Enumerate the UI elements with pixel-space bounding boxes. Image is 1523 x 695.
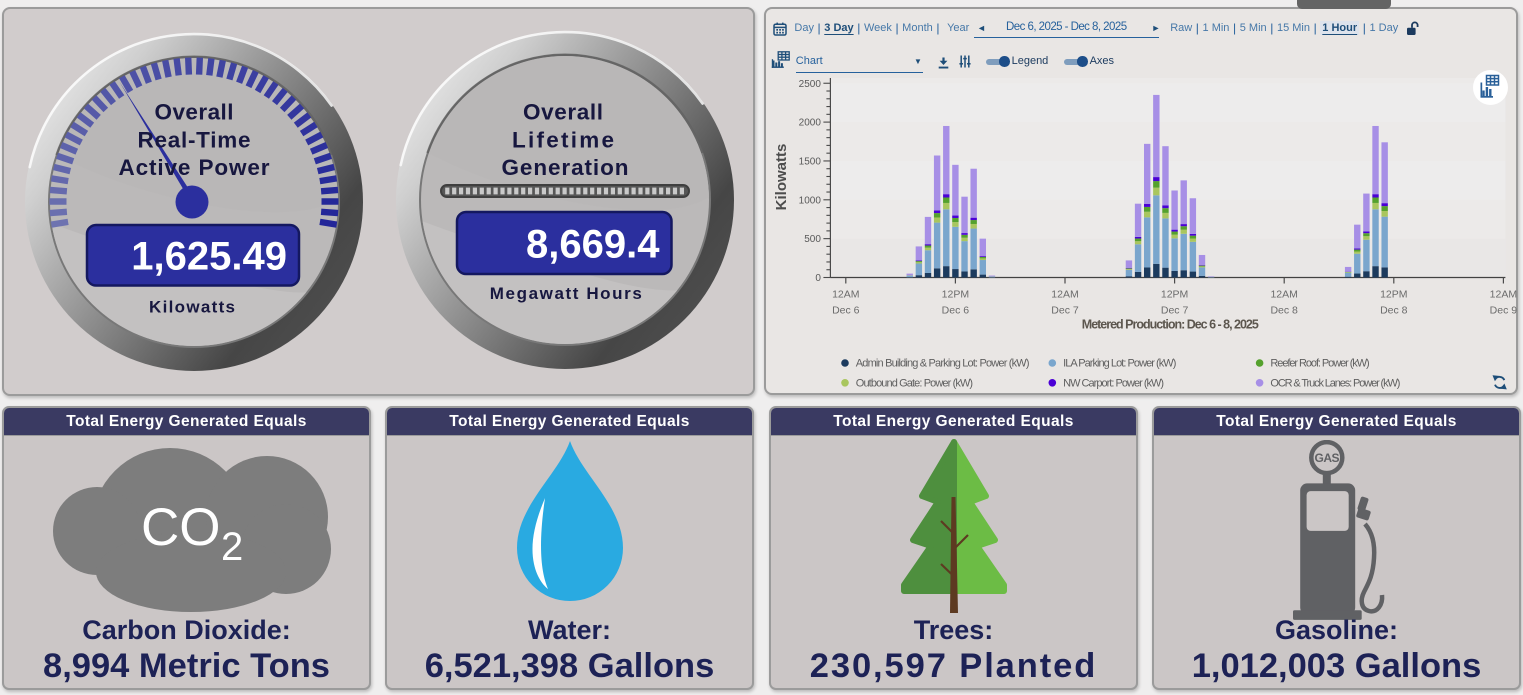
svg-text:OCR & Truck Lanes: Power (kW): OCR & Truck Lanes: Power (kW) bbox=[1270, 377, 1400, 389]
svg-text:2: 2 bbox=[221, 525, 243, 569]
svg-text:12AM: 12AM bbox=[1490, 289, 1517, 301]
svg-text:2500: 2500 bbox=[799, 79, 822, 90]
svg-text:8,669.4: 8,669.4 bbox=[526, 223, 660, 267]
svg-text:12PM: 12PM bbox=[1380, 289, 1407, 301]
svg-text:Reefer Roof: Power (kW): Reefer Roof: Power (kW) bbox=[1270, 358, 1369, 370]
svg-text:Metered Production: Dec 6 - 8,: Metered Production: Dec 6 - 8, 2025 bbox=[1082, 318, 1259, 332]
svg-text:ILA Parking Lot: Power (kW): ILA Parking Lot: Power (kW) bbox=[1063, 358, 1176, 370]
svg-text:NW Carport: Power (kW): NW Carport: Power (kW) bbox=[1063, 377, 1164, 389]
svg-text:Admin Building & Parking Lot:: Admin Building & Parking Lot: Power (kW) bbox=[856, 358, 1030, 370]
svg-text:Dec 7: Dec 7 bbox=[1161, 305, 1189, 317]
svg-text:500: 500 bbox=[804, 234, 821, 245]
svg-text:1000: 1000 bbox=[799, 195, 822, 206]
svg-text:Dec 8: Dec 8 bbox=[1380, 305, 1408, 317]
svg-text:1500: 1500 bbox=[799, 156, 822, 167]
svg-text:12AM: 12AM bbox=[832, 289, 859, 301]
svg-text:Dec 6: Dec 6 bbox=[832, 305, 860, 317]
svg-text:12AM: 12AM bbox=[1270, 289, 1297, 301]
svg-text:2000: 2000 bbox=[799, 118, 822, 129]
svg-text:Dec 8: Dec 8 bbox=[1270, 305, 1298, 317]
svg-text:Kilowatts: Kilowatts bbox=[773, 144, 790, 211]
svg-text:Real-Time: Real-Time bbox=[138, 128, 251, 153]
svg-text:Dec 7: Dec 7 bbox=[1051, 305, 1079, 317]
svg-text:12PM: 12PM bbox=[942, 289, 969, 301]
svg-text:Lifetime: Lifetime bbox=[512, 128, 614, 153]
svg-text:0: 0 bbox=[815, 273, 821, 284]
svg-text:Kilowatts: Kilowatts bbox=[149, 298, 235, 317]
svg-text:1,625.49: 1,625.49 bbox=[131, 235, 287, 279]
svg-text:Outbound Gate: Power (kW): Outbound Gate: Power (kW) bbox=[856, 377, 973, 389]
svg-text:Megawatt Hours: Megawatt Hours bbox=[490, 284, 642, 303]
svg-text:Overall: Overall bbox=[523, 100, 603, 125]
svg-text:Generation: Generation bbox=[502, 155, 629, 180]
svg-text:12PM: 12PM bbox=[1161, 289, 1188, 301]
svg-text:GAS: GAS bbox=[1315, 451, 1340, 465]
svg-text:Overall: Overall bbox=[155, 100, 234, 125]
svg-text:12AM: 12AM bbox=[1051, 289, 1078, 301]
svg-text:Dec 6: Dec 6 bbox=[942, 305, 970, 317]
svg-text:CO: CO bbox=[141, 498, 221, 557]
svg-text:Active Power: Active Power bbox=[119, 155, 270, 180]
svg-text:Dec 9: Dec 9 bbox=[1490, 305, 1518, 317]
